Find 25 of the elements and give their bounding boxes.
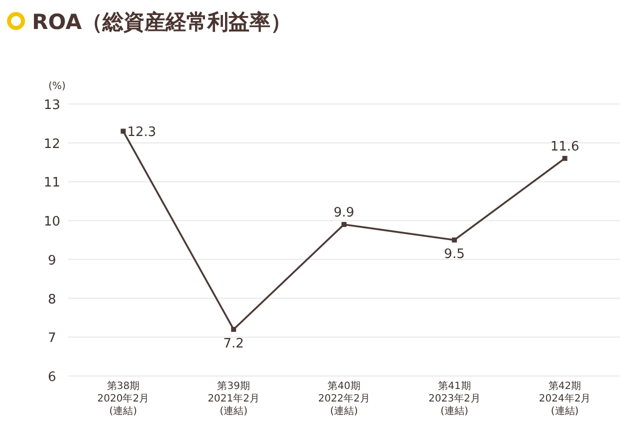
y-tick-label: 9 [48, 253, 56, 268]
y-tick-label: 7 [48, 331, 56, 346]
x-tick-label: 第40期 2022年2月 (連結) [318, 380, 370, 417]
point [231, 326, 236, 332]
x-tick-label: 第38期 2020年2月 (連結) [97, 380, 150, 417]
y-tick-label: 8 [48, 292, 56, 308]
y-tick-label: 13 [44, 98, 60, 113]
x-tick-label: 第41期 2023年2月 (連結) [428, 380, 480, 417]
point [342, 222, 346, 227]
y-axis-title: (%) [48, 81, 66, 92]
point [452, 238, 457, 242]
y-tick-label: 12 [44, 136, 60, 152]
y-tick-label: 11 [44, 176, 60, 191]
data-label: 11.6 [550, 139, 580, 154]
data-label: 7.2 [223, 336, 244, 352]
x-tick-label: 第39期 2021年2月 (連結) [208, 380, 260, 417]
point [120, 128, 126, 134]
data-label: 9.9 [334, 205, 354, 220]
chart-title: ROA（総資産経常利益率） [32, 10, 292, 34]
data-label: 9.5 [444, 247, 465, 262]
y-tick-label: 6 [48, 370, 56, 385]
data-label: 12.3 [127, 125, 156, 140]
y-tick-label: 10 [44, 214, 60, 230]
point [562, 156, 568, 161]
x-tick-label: 第42期 2024年2月 (連結) [538, 380, 591, 417]
